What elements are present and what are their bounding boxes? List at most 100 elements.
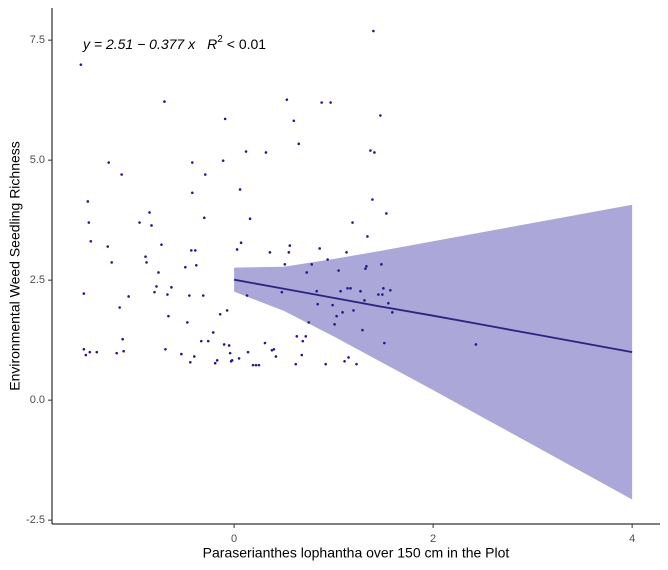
point [335,314,338,318]
point [222,343,226,346]
point [120,173,123,176]
point [280,290,284,294]
point [292,119,296,123]
point [318,247,321,250]
point [160,243,163,246]
point [377,293,380,296]
x-axis-title: Paraserianthes lophantha over 150 cm in … [203,545,510,561]
point [294,362,298,366]
y-axis-title: Environmental Weed Seedling Richness [7,141,23,391]
point [263,341,267,345]
y-tick-label: 7.5 [30,34,45,46]
r-exponent: 2 [217,34,223,45]
point [150,224,153,227]
point [191,191,194,195]
point [206,339,210,343]
point [215,359,219,362]
point [272,347,276,351]
point [343,359,346,363]
point [95,350,99,354]
point [191,161,194,164]
point [82,347,86,351]
point [188,294,191,297]
point [379,114,382,117]
point [237,357,241,360]
point [199,339,203,343]
point [118,306,121,309]
point [385,212,388,215]
point [337,269,340,272]
point [352,309,355,312]
point [115,351,118,355]
point [297,142,301,146]
point [283,263,287,266]
point [316,302,319,306]
point [221,159,225,162]
point [239,241,243,245]
point [304,335,308,338]
x-tick-label: 0 [231,533,237,545]
point [345,251,348,254]
point [349,287,352,290]
point [157,271,160,274]
point [381,293,384,296]
point [285,98,289,101]
point [382,287,385,290]
point [351,221,354,224]
point [89,239,93,243]
y-tick-label: 5.0 [30,154,45,166]
point [244,150,248,153]
point [227,344,231,347]
r-symbol: R [207,36,217,52]
point [246,350,250,354]
point [371,198,374,201]
point [163,100,166,103]
point [305,271,309,274]
point [225,309,229,312]
point [82,292,86,295]
point [474,343,478,346]
point [251,363,255,367]
point [211,331,215,334]
point [383,341,386,345]
point [122,349,125,353]
point [86,200,90,203]
point [223,117,227,121]
point [201,294,205,297]
point [380,263,383,266]
point [238,188,242,191]
point [364,267,367,270]
point [288,244,292,247]
point [326,258,329,261]
point [190,249,193,252]
point [301,339,305,343]
point [331,303,334,307]
point [184,265,187,269]
point [235,248,239,251]
point [295,335,299,338]
point [329,101,332,104]
point [366,235,369,238]
point [121,337,124,341]
point [268,251,272,254]
plot: -2.5 0.0 2.5 5.0 7.5 0 2 4 [26,8,660,545]
point [389,288,392,292]
point [192,355,196,358]
point [194,263,198,267]
point [203,173,207,176]
point [155,285,158,288]
annotation: y = 2.51 − 0.377 x R2 < 0.01 [82,34,266,52]
point [359,289,362,293]
r-text: < 0.01 [227,36,267,52]
point [144,255,147,258]
point [333,323,336,326]
point [257,363,261,367]
confidence-band [234,204,633,500]
point [274,355,278,358]
equation: y = 2.51 − 0.377 x [82,36,196,52]
point [138,221,141,224]
point [324,362,327,366]
point [339,289,342,293]
y-tick-label: 0.0 [30,394,45,406]
point [107,161,111,164]
